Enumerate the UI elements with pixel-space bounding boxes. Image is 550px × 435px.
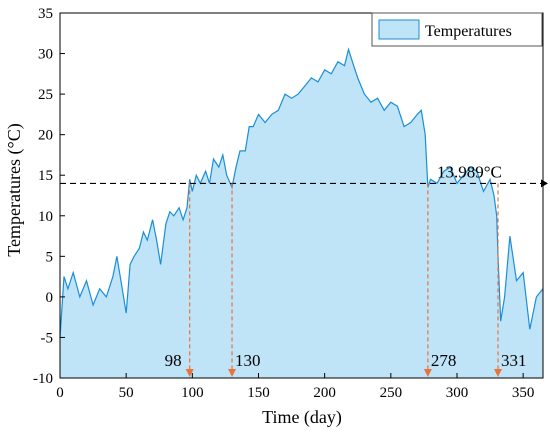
series-area [60,49,543,378]
marker-arrow-331 [494,369,503,377]
x-tick-label: 50 [119,385,134,401]
marker-arrow-130 [228,369,237,377]
marker-arrow-278 [423,369,432,377]
reference-arrow [541,179,548,188]
y-tick-label: 30 [38,47,53,63]
marker-label-130: 130 [235,351,261,370]
series-line [59,47,544,338]
axes-layer: 0 50 100 150 200 250 300 350 -10 -5 0 5 10 15 20 25 30 35 [33,6,544,401]
y-tick-label: 15 [38,168,53,184]
marker-label-331: 331 [501,351,526,370]
x-tick-label: 100 [181,385,204,401]
x-tick-label: 0 [56,385,64,401]
y-tick-label: -10 [33,371,53,387]
x-tick-label: 250 [380,385,403,401]
y-tick-label: 25 [38,87,53,103]
x-tick-label: 200 [313,385,336,401]
y-tick-label: 20 [38,128,53,144]
legend: Temperatures [371,12,543,47]
y-tick-label: -5 [41,330,54,346]
x-tick-label: 150 [247,385,270,401]
y-tick-label: 10 [38,209,53,225]
marker-label-98: 98 [165,351,182,370]
marker-label-278: 278 [431,351,457,370]
legend-swatch [378,19,420,40]
y-axis-title: Temperatures (°C) [4,123,25,256]
plot-frame [59,12,544,379]
y-tick-label: 0 [46,290,54,306]
y-tick-label: 35 [38,6,53,22]
x-tick-label: 300 [446,385,469,401]
reference-label: 13.989°C [437,162,502,181]
legend-label: Temperatures [425,23,512,40]
marker-arrow-98 [185,369,194,377]
plot-layer: 13.989°C 98 130 278 331 [59,47,548,378]
x-tick-label: 350 [512,385,535,401]
x-axis-title: Time (day) [262,407,342,428]
y-tick-label: 5 [46,249,54,265]
